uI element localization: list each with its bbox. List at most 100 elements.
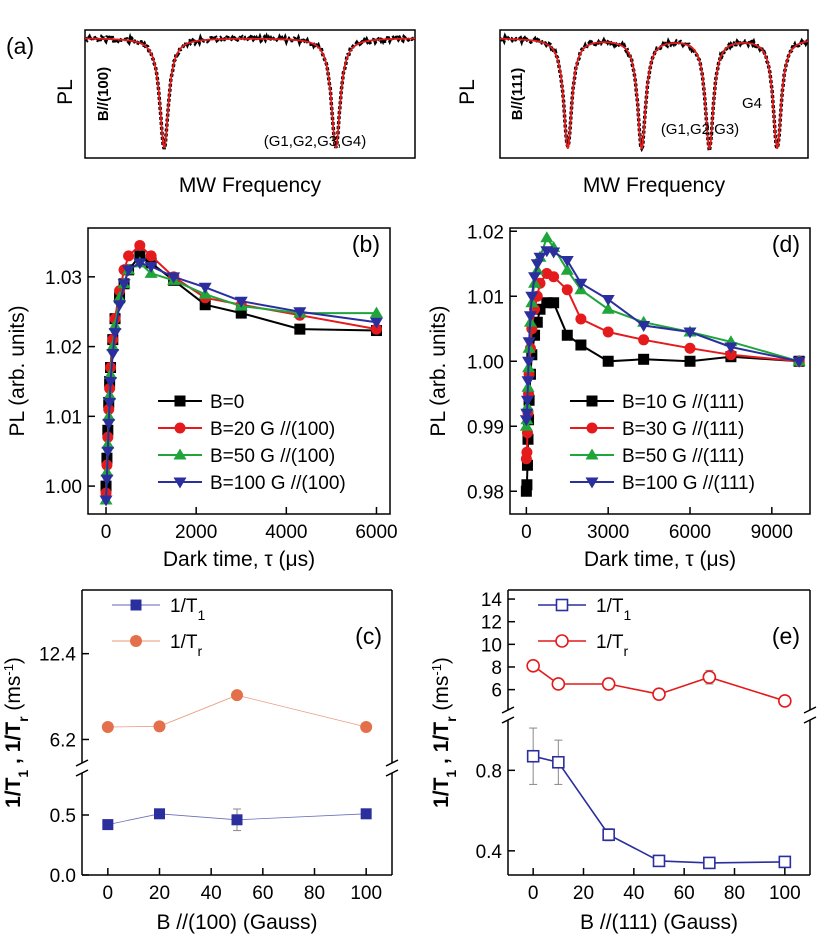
y-axis-title-part: (ms [2,676,25,717]
y-axis-title-part: r [15,716,31,722]
legend-marker [555,598,569,612]
x-axis-title: Dark time, τ (μs) [584,548,736,571]
y-axis-title: 1/T1 , 1/Tr (ms-1) [429,657,460,808]
legend-marker [585,448,599,460]
data-point [101,721,114,734]
y-tick-label: 6 [491,681,502,702]
x-tick-label: 0 [101,522,112,543]
x-tick-label: 3000 [587,522,629,543]
x-tick-label: 40 [623,883,644,904]
y-tick-label: 1.03 [45,268,82,289]
legend-entry: B=0 [158,392,244,413]
x-tick-label: 6000 [669,522,711,543]
axis-break-mark [75,759,89,767]
series-0 [526,727,792,870]
data-point [104,376,118,388]
data-point [520,395,534,407]
data-point [122,265,136,277]
data-point [102,819,114,831]
data-point [153,720,166,733]
y-tick-label: 14 [481,590,503,611]
data-point [602,828,615,842]
y-tick-label: 0.99 [467,417,504,438]
series-0 [102,808,372,832]
data-point [154,808,165,820]
panel-label: (b) [352,231,380,257]
data-point [370,323,382,335]
data-point [560,263,574,275]
data-point [533,252,547,264]
series-line [107,813,367,825]
axis-break-mark [501,706,515,714]
legend-entry: B=20 G //(100) [158,419,335,440]
legend-entry: 1/Tr [112,632,202,659]
x-tick-label: 0 [528,883,539,904]
dip-annotation: (G1,G2,G3) [661,121,739,138]
y-tick-label: 1.01 [45,407,82,428]
y-axis-title-part: -1 [429,664,444,676]
series-b-50-g-100- [99,256,383,505]
data-point [102,418,116,430]
data-point [540,231,554,243]
data-point [574,278,588,290]
plot-frame [509,227,811,515]
legend-entry: 1/Tr [538,632,628,659]
data-point [521,376,535,388]
data-point [601,295,615,306]
panel-c-rates-vs-field-100: 0 20 40 60 80 100 6.2 12.4 0.0 0.5 B //(100) (Gaus… [1,589,399,934]
data-point [684,355,696,367]
legend-entry: 1/T1 [538,596,631,623]
x-axis-title: B //(100) (Gauss) [156,911,317,934]
y-tick-label: 1.02 [45,338,82,359]
data-point [529,329,541,341]
data-point [199,299,211,311]
data-point [234,296,248,308]
data-point [108,319,122,331]
series-line [533,755,785,864]
data-point [360,808,372,820]
x-tick-label: 80 [724,883,745,904]
x-tick-label: 0 [103,883,114,904]
legend-marker [130,599,142,611]
y-axis-title-part: ) [430,657,453,664]
spectrum-frame [84,29,416,159]
legend-label: B=50 G //(100) [210,446,335,467]
data-point [602,355,614,367]
data-point [551,677,566,691]
data-point [575,339,587,351]
y-axis-title-part: 1 [15,770,31,778]
data-point [113,291,127,303]
data-point [108,328,122,340]
y-tick-label: 1.00 [45,477,82,498]
dip-annotation: (G1,G2,G3,G4) [264,133,367,150]
data-point [519,415,533,427]
legend-label-sub: r [197,643,202,659]
data-point [198,282,212,294]
y-axis-title: PL (arb. units) [6,305,29,436]
y-tick-label: 6.2 [50,730,76,751]
y-tick-label: 12.4 [39,645,76,666]
data-point [525,291,539,303]
data-point [235,307,247,319]
data-point [528,272,542,284]
data-point [560,256,574,267]
x-tick-label: 60 [252,883,273,904]
data-point [167,272,181,284]
spectrum-ylabel: PL [456,79,479,105]
data-point [231,689,243,702]
data-point [602,326,614,338]
legend-marker [586,422,598,434]
series-1 [526,659,792,708]
panel-a-spectrum-111: PL B//(111) (G1,G2,G3) G4 MW Frequency [456,29,809,197]
data-point [601,677,616,691]
data-point [526,659,540,673]
y-axis-title-part: , 1/T [2,722,25,770]
y-axis-title-part: 1/T [2,777,25,808]
legend-label: B=50 G //(111) [622,446,744,467]
legend-entry: B=100 G //(111) [570,473,755,494]
x-tick-label: 2000 [175,522,217,543]
data-point [601,302,615,314]
legend-marker [174,395,186,407]
data-point [117,279,131,291]
